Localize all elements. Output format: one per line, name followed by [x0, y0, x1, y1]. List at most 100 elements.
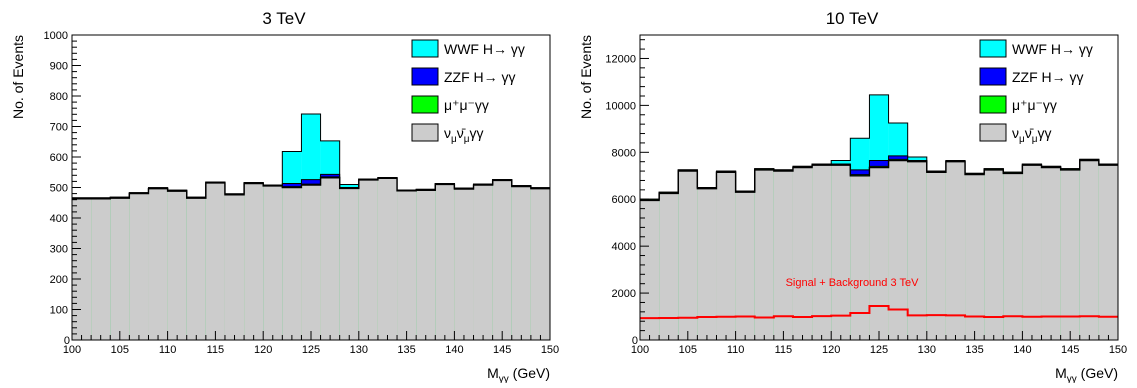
bar-nunu-bin-9 [244, 183, 264, 340]
bar-nunu-bin-21 [1041, 167, 1061, 340]
legend-label-wwf: WWF H→ γγ [1012, 41, 1093, 57]
bar-nunu-bin-6 [186, 198, 206, 340]
bar-nunu-bin-3 [697, 188, 717, 340]
legend-label-mumu: μ⁺μ⁻γγ [444, 97, 489, 113]
bar-nunu-bin-12 [869, 167, 889, 340]
bar-nunu-bin-0 [72, 198, 92, 340]
bar-nunu-bin-15 [926, 172, 946, 340]
legend-swatch-mumu [979, 95, 1007, 114]
y-axis-label: No. of Events [10, 35, 26, 119]
bar-nunu-bin-3 [129, 193, 149, 340]
bar-nunu-bin-11 [850, 175, 870, 340]
x-tick-label-105: 105 [111, 344, 129, 356]
overlay-annotation: Signal + Background 3 TeV [786, 277, 919, 289]
x-axis-label-main: M [487, 365, 499, 381]
x-tick-label-145: 145 [1061, 344, 1079, 356]
outline-nunu [640, 159, 1118, 202]
y-tick-label-900: 900 [50, 61, 68, 73]
bar-nunu-bin-12 [301, 185, 321, 340]
bar-nunu-bin-20 [454, 189, 474, 340]
bar-nunu-bin-11 [282, 187, 302, 340]
bar-nunu-bin-8 [792, 167, 813, 340]
x-axis-label-unit: (GeV) [509, 365, 550, 381]
x-tick-label-105: 105 [679, 344, 697, 356]
legend-label-nunu: νμν̄μγγ [1012, 125, 1052, 145]
x-tick-label-130: 130 [918, 344, 936, 356]
x-tick-label-100: 100 [63, 344, 81, 356]
overlay-line [640, 304, 1118, 320]
legend-label-nunu: νμν̄μγγ [444, 125, 484, 145]
legend-swatch-nunu [411, 123, 439, 142]
x-axis-label: Mγγ (GeV) [1055, 365, 1118, 383]
chart-3tev: 100 105 110 115 120 125 130 135 140 145 1500100200… [10, 9, 559, 385]
legend-label-part: μ [464, 134, 470, 145]
x-axis-label-sub: γγ [499, 374, 509, 383]
chart-title: 3 TeV [262, 9, 306, 28]
bar-nunu-bin-4 [716, 172, 736, 340]
bar-nunu-bin-16 [377, 178, 398, 340]
bar-nunu-bin-8 [224, 194, 245, 340]
bar-nunu-bin-14 [339, 188, 359, 340]
bar-nunu-bin-24 [1098, 165, 1118, 340]
chart-10tev: Signal + Background 3 TeV 100 105 110 115 120… [578, 9, 1127, 385]
x-tick-label-100: 100 [631, 344, 649, 356]
legend-label-zzf: ZZF H→ γγ [444, 69, 516, 85]
x-tick-label-125: 125 [870, 344, 888, 356]
bar-nunu-bin-9 [812, 165, 832, 340]
legend-label-part: ν̄ [457, 125, 466, 141]
legend-swatch-zzf [411, 67, 439, 86]
legend-label-zzf: ZZF H→ γγ [1012, 69, 1084, 85]
legend-label-wwf: WWF H→ γγ [444, 41, 525, 57]
bar-nunu-bin-17 [397, 190, 417, 340]
x-axis-label: Mγγ (GeV) [487, 365, 550, 383]
legend-label-part: μ [451, 134, 457, 145]
y-tick-label-500: 500 [50, 183, 68, 195]
x-tick-label-140: 140 [445, 344, 463, 356]
bar-nunu-bin-0 [640, 200, 660, 340]
y-tick-label-100: 100 [50, 305, 68, 317]
legend-label-part: μ [1019, 134, 1025, 145]
bar-nunu-bin-19 [435, 184, 455, 340]
legend-label-part: γγ [470, 125, 484, 141]
bar-nunu-bin-5 [167, 191, 187, 340]
bar-nunu-bin-1 [91, 198, 111, 340]
x-tick-label-130: 130 [350, 344, 368, 356]
y-tick-label-6000: 6000 [612, 194, 636, 206]
bar-nunu-bin-21 [473, 185, 493, 340]
y-tick-label-200: 200 [50, 274, 68, 286]
y-tick-label-700: 700 [50, 122, 68, 134]
x-tick-label-145: 145 [493, 344, 511, 356]
legend-swatch-wwf [411, 39, 439, 58]
bar-nunu-bin-2 [110, 198, 130, 340]
bar-nunu-bin-22 [492, 180, 512, 340]
panel-3tev: 100 105 110 115 120 125 130 135 140 145 150 0 100 200… [0, 0, 568, 385]
x-tick-label-125: 125 [302, 344, 320, 356]
y-tick-label-2000: 2000 [612, 288, 636, 300]
x-axis-label-unit: (GeV) [1077, 365, 1118, 381]
bar-nunu-bin-14 [907, 161, 927, 340]
y-tick-label-0: 0 [632, 335, 638, 347]
legend-swatch-mumu [411, 95, 439, 114]
y-tick-label-300: 300 [50, 244, 68, 256]
legend-label-part: ν̄ [1025, 125, 1034, 141]
x-tick-label-115: 115 [775, 344, 793, 356]
bar-nunu-bin-7 [773, 171, 793, 340]
x-tick-label-140: 140 [1013, 344, 1031, 356]
bar-nunu-bin-5 [735, 192, 755, 340]
x-tick-label-150: 150 [541, 344, 559, 356]
bar-nunu-bin-24 [530, 188, 550, 340]
y-tick-label-10000: 10000 [605, 100, 636, 112]
chart-title: 10 TeV [826, 9, 879, 28]
bar-nunu-bin-16 [945, 161, 966, 340]
x-tick-label-120: 120 [254, 344, 272, 356]
bar-nunu-bin-19 [1003, 173, 1023, 340]
y-tick-label-400: 400 [50, 213, 68, 225]
bar-nunu-bin-4 [148, 188, 168, 340]
bar-nunu-bin-7 [205, 182, 225, 340]
x-axis-label-main: M [1055, 365, 1067, 381]
bar-nunu-bin-23 [1079, 160, 1099, 340]
bar-nunu-bin-2 [678, 171, 698, 340]
legend-label-part: μ [1032, 134, 1038, 145]
bar-nunu-bin-20 [1022, 165, 1042, 340]
bar-nunu-bin-15 [358, 179, 378, 341]
